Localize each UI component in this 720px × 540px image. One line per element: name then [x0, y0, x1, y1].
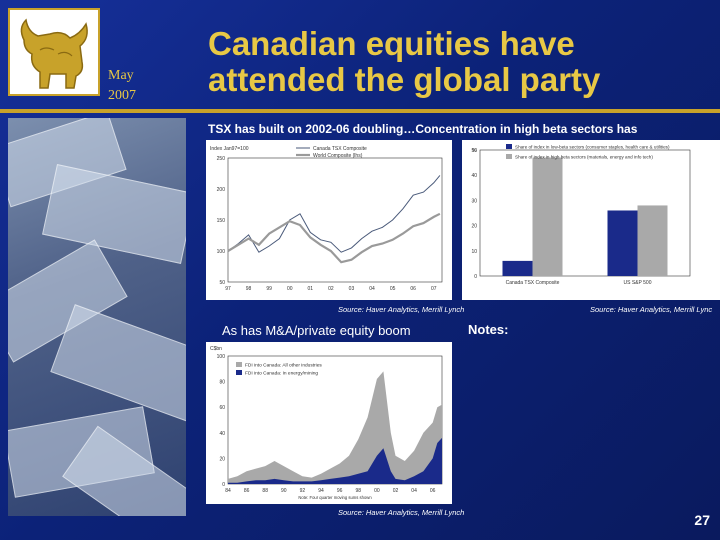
legend-swatch	[506, 144, 512, 149]
y-axis-label: %	[472, 148, 477, 154]
y-tick-label: 40	[219, 431, 225, 437]
x-tick-label: 99	[266, 286, 272, 292]
x-tick-label: 84	[225, 488, 231, 494]
x-tick-label: 04	[411, 488, 417, 494]
x-category-label: US S&P 500	[624, 280, 652, 286]
x-tick-label: 98	[355, 488, 361, 494]
x-tick-label: 90	[281, 488, 287, 494]
x-tick-label: 04	[369, 286, 375, 292]
plot-frame	[479, 149, 691, 277]
bar	[607, 210, 638, 276]
bull-icon	[10, 10, 98, 94]
x-tick-label: 05	[390, 286, 396, 292]
y-tick-label: 0	[222, 482, 225, 488]
y-axis-label: Index Jan97=100	[210, 146, 249, 152]
y-tick-label: 0	[474, 274, 477, 280]
chart-tsx-line: Index Jan97=100 50 100 150 200 250 97 98 99 00 01 0…	[206, 140, 452, 300]
banknote-image	[50, 304, 186, 424]
legend-entry: Canada TSX Composite	[313, 146, 367, 152]
legend-entry: World Composite (lhs)	[313, 153, 363, 159]
x-tick-label: 97	[225, 286, 231, 292]
date-year: 2007	[108, 88, 136, 103]
y-tick-label: 60	[219, 405, 225, 411]
source-bottom: Source: Haver Analytics, Merrill Lynch	[338, 508, 465, 517]
page-number: 27	[694, 512, 710, 528]
y-tick-label: 10	[471, 249, 477, 255]
x-tick-label: 02	[393, 488, 399, 494]
bar-chart-svg: % 0 10 20 30 40 50 Canada TSX Composite US S&P 5…	[471, 144, 691, 286]
series-line	[227, 212, 441, 264]
x-tick-label: 92	[300, 488, 306, 494]
gold-divider	[0, 109, 720, 113]
date-month: May	[108, 68, 134, 83]
x-tick-label: 88	[262, 488, 268, 494]
line-chart-svg: Index Jan97=100 50 100 150 200 250 97 98 99 00 01 0…	[210, 146, 443, 292]
bar	[637, 205, 668, 276]
chart-fdi-area: C$bn 0 20 40 60 80 100 84 86 88 90 92 94 96 98 00 02 04 06…	[206, 342, 452, 504]
y-tick-label: 100	[217, 249, 226, 255]
x-tick-label: 00	[287, 286, 293, 292]
x-tick-label: 06	[430, 488, 436, 494]
banknote-collage	[8, 118, 186, 516]
x-category-label: Canada TSX Composite	[506, 280, 560, 286]
series-area	[228, 437, 442, 484]
title-line-1: Canadian equities have	[208, 25, 575, 62]
y-tick-label: 250	[217, 156, 226, 162]
y-tick-label: 100	[217, 354, 226, 360]
source-right: Source: Haver Analytics, Merrill Lync	[590, 305, 713, 314]
legend-entry: FDI into Canada: In energy/mining	[245, 371, 318, 377]
date-label: May 2007	[108, 66, 136, 106]
notes-label: Notes:	[468, 322, 509, 337]
y-tick-label: 80	[219, 380, 225, 386]
bar	[532, 157, 563, 276]
legend-swatch	[236, 362, 242, 367]
x-tick-label: 01	[308, 286, 314, 292]
x-tick-label: 86	[244, 488, 250, 494]
x-tick-label: 03	[349, 286, 355, 292]
x-tick-label: 02	[328, 286, 334, 292]
x-tick-label: 98	[246, 286, 252, 292]
x-axis-note: Note: Four quarter moving sums shown	[298, 495, 372, 500]
y-tick-label: 50	[219, 280, 225, 286]
area-chart-svg: C$bn 0 20 40 60 80 100 84 86 88 90 92 94 96 98 00 02 04 06…	[210, 346, 443, 500]
y-tick-label: 50	[471, 148, 477, 154]
y-tick-label: 20	[219, 456, 225, 462]
legend-swatch	[236, 370, 242, 375]
legend-entry: Share of index in high beta sectors (mat…	[515, 155, 653, 160]
page-title: Canadian equities have attended the glob…	[208, 26, 708, 98]
y-tick-label: 200	[217, 187, 226, 193]
x-tick-label: 00	[374, 488, 380, 494]
legend-entry: Share of index in low-beta sectors (cons…	[515, 145, 670, 150]
bar	[502, 260, 533, 276]
subtitle-bottom-left: As has M&A/private equity boom	[222, 323, 411, 338]
plot-frame	[227, 157, 443, 283]
y-tick-label: 30	[471, 198, 477, 204]
y-tick-label: 40	[471, 173, 477, 179]
bull-logo	[8, 8, 100, 96]
source-left: Source: Haver Analytics, Merrill Lynch	[338, 305, 465, 314]
series-area	[228, 371, 442, 484]
y-tick-label: 150	[217, 218, 226, 224]
x-tick-label: 06	[410, 286, 416, 292]
x-tick-label: 96	[337, 488, 343, 494]
y-tick-label: 20	[471, 224, 477, 230]
x-tick-label: 94	[318, 488, 324, 494]
legend-entry: FDI into Canada: All other industries	[245, 363, 322, 369]
subtitle-top: TSX has built on 2002-06 doubling…Concen…	[208, 122, 638, 136]
title-line-2: attended the global party	[208, 61, 601, 98]
chart-sector-bar: % 0 10 20 30 40 50 Canada TSX Composite US S&P 5…	[462, 140, 720, 300]
series-line	[227, 175, 441, 253]
y-axis-label: C$bn	[210, 346, 222, 352]
x-tick-label: 07	[431, 286, 437, 292]
legend-swatch	[506, 154, 512, 159]
banknote-image	[42, 164, 186, 264]
